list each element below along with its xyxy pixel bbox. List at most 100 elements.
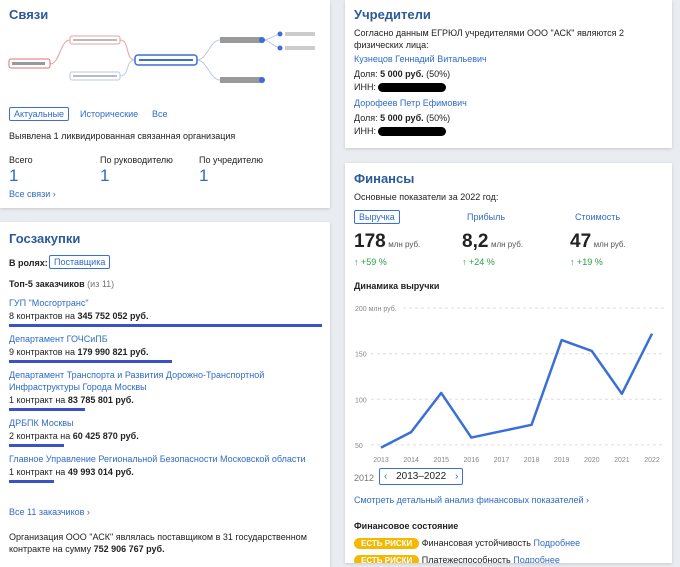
range-selector[interactable]: ‹ 2013–2022 › xyxy=(379,468,464,485)
role[interactable]: Поставщика xyxy=(49,255,111,269)
metric: 178 млн руб. xyxy=(354,231,420,253)
amount-bar xyxy=(9,444,64,447)
title: Госзакупки xyxy=(9,231,81,246)
state-link[interactable]: Подробнее xyxy=(513,555,560,563)
footer-text: Организация ООО "АСК" являлась поставщик… xyxy=(9,532,307,554)
amount: 60 425 870 руб. xyxy=(72,431,139,441)
customer: ГУП "Мосгортранс" 8 контрактов на 345 752… xyxy=(9,297,324,327)
redaction xyxy=(378,83,447,93)
contracts: 1 контракт на xyxy=(9,395,66,405)
x-tick-label: 2020 xyxy=(584,457,600,464)
customer-name[interactable]: ДРБПК Москвы xyxy=(9,418,74,428)
range: 2013–2022 xyxy=(396,471,447,482)
metric-unit: млн руб. xyxy=(490,240,523,249)
metric: 8,2 млн руб. xyxy=(462,231,523,253)
x-tick-label: 2014 xyxy=(403,457,419,464)
metric-tab[interactable]: Прибыль xyxy=(467,212,506,222)
customer-contracts: 1 контракт на 49 993 014 руб. xyxy=(9,465,324,479)
links-diagram xyxy=(8,31,315,83)
stat-value: 1 xyxy=(9,166,19,185)
customer-name[interactable]: ГУП "Мосгортранс" xyxy=(9,298,89,308)
metric-value: 178 xyxy=(354,231,386,252)
amount-bar xyxy=(9,360,172,363)
customer: Департамент ГОЧСиПБ 9 контрактов на 179 9… xyxy=(9,333,324,363)
badge: ЕСТЬ РИСКИ xyxy=(354,538,420,549)
title: Учредители xyxy=(354,7,431,22)
customer-name[interactable]: Департамент Транспорта и Развития Дорожн… xyxy=(9,370,265,392)
customer-contracts: 1 контракт на 83 785 801 руб. xyxy=(9,393,324,407)
state-name: Платежеспособность xyxy=(421,555,511,563)
inn-label: ИНН: xyxy=(354,82,376,92)
title: Связи xyxy=(9,7,49,22)
amount-bar xyxy=(9,408,85,411)
founder-inn: ИНН: xyxy=(354,82,447,93)
chart-title: Динамика выручки xyxy=(354,281,440,291)
founder-name[interactable]: Кузнецов Геннадий Витальевич xyxy=(354,54,487,64)
metric-unit: млн руб. xyxy=(593,240,626,249)
tab[interactable]: Исторические xyxy=(80,109,139,119)
founder-share: Доля: 5 000 руб. (50%) xyxy=(354,113,450,123)
y-tick-label: 150 xyxy=(355,352,367,359)
contracts: 9 контрактов на xyxy=(9,347,75,357)
state-link[interactable]: Подробнее xyxy=(533,538,581,548)
founders-card: Учредители Согласно данным ЕГРЮЛ учредит… xyxy=(345,0,672,148)
y-tick-label: 50 xyxy=(355,443,363,450)
redaction xyxy=(378,127,447,137)
metric-value: 8,2 xyxy=(462,231,489,252)
customer: ДРБПК Москвы 2 контракта на 60 425 870 ру… xyxy=(9,417,324,447)
contracts: 8 контрактов на xyxy=(9,311,75,321)
more-link[interactable]: Все связи › xyxy=(9,189,56,199)
metric-change: ↑ +59 % xyxy=(354,257,387,267)
procurement-card: Госзакупки В ролях: Поставщика Топ-5 зак… xyxy=(0,222,330,567)
x-tick-label: 2016 xyxy=(464,457,480,464)
subtitle: Основные показатели за 2022 год: xyxy=(354,192,499,202)
contracts: 1 контракт на xyxy=(9,467,66,477)
customer-contracts: 9 контрактов на 179 990 821 руб. xyxy=(9,345,324,359)
state-row: ЕСТЬ РИСКИ Финансовая устойчивость Подро… xyxy=(354,538,581,549)
x-tick-label: 2013 xyxy=(373,457,389,464)
footer: Организация ООО "АСК" являлась поставщик… xyxy=(9,531,309,555)
customer-name[interactable]: Главное Управление Региональной Безопасн… xyxy=(9,454,306,464)
amount: 179 990 821 руб. xyxy=(77,347,149,357)
more-link[interactable]: Все 11 заказчиков › xyxy=(9,507,90,517)
finance-card: Финансы Основные показатели за 2022 год:… xyxy=(345,163,672,563)
state-name: Финансовая устойчивость xyxy=(421,538,531,548)
tab[interactable]: Все xyxy=(152,109,168,119)
stat-value: 1 xyxy=(199,166,209,185)
metric-change: ↑ +19 % xyxy=(570,257,603,267)
percent: (50%) xyxy=(426,69,451,79)
metric-tab[interactable]: Стоимость xyxy=(575,212,621,222)
tab[interactable]: Актуальные xyxy=(9,107,70,121)
stat-value: 1 xyxy=(100,166,110,185)
amount: 49 993 014 руб. xyxy=(67,467,134,477)
role-label: В ролях: xyxy=(9,258,48,268)
title: Финансы xyxy=(354,171,415,186)
stat-label: По руководителю xyxy=(100,155,173,165)
intro: Согласно данным ЕГРЮЛ учредителями ООО "… xyxy=(354,28,624,50)
amount: 83 785 801 руб. xyxy=(67,395,134,405)
customer-name[interactable]: Департамент ГОЧСиПБ xyxy=(9,334,108,344)
metric-unit: млн руб. xyxy=(388,240,421,249)
customer: Главное Управление Региональной Безопасн… xyxy=(9,453,324,483)
amount-bar xyxy=(9,324,322,327)
customers: ГУП "Мосгортранс" 8 контрактов на 345 752… xyxy=(9,297,324,489)
share: 5 000 руб. xyxy=(380,113,424,123)
state-title: Финансовое состояние xyxy=(354,521,459,531)
badge: ЕСТЬ РИСКИ xyxy=(354,555,420,563)
metric-change: ↑ +24 % xyxy=(462,257,495,267)
metric-tab[interactable]: Выручка xyxy=(354,210,400,224)
x-tick-label: 2017 xyxy=(494,457,510,464)
more-link[interactable]: Смотреть детальный анализ финансовых пок… xyxy=(354,495,590,505)
x-tick-label: 2018 xyxy=(524,457,540,464)
founder-name[interactable]: Дорофеев Петр Ефимович xyxy=(354,98,467,108)
founder-inn: ИНН: xyxy=(354,126,447,137)
x-tick-label: 2021 xyxy=(614,457,630,464)
share: 5 000 руб. xyxy=(380,69,424,79)
revenue-chart: 50 100 150 200 млн руб. 2013 2014 2015 2016 2017… xyxy=(355,305,665,464)
x-tick-label: 2019 xyxy=(554,457,570,464)
y-tick-label: 200 млн руб. xyxy=(355,305,397,313)
top-label: Топ-5 заказчиков xyxy=(9,279,85,289)
amount-bar xyxy=(9,480,55,483)
y-tick-label: 100 xyxy=(355,397,367,404)
